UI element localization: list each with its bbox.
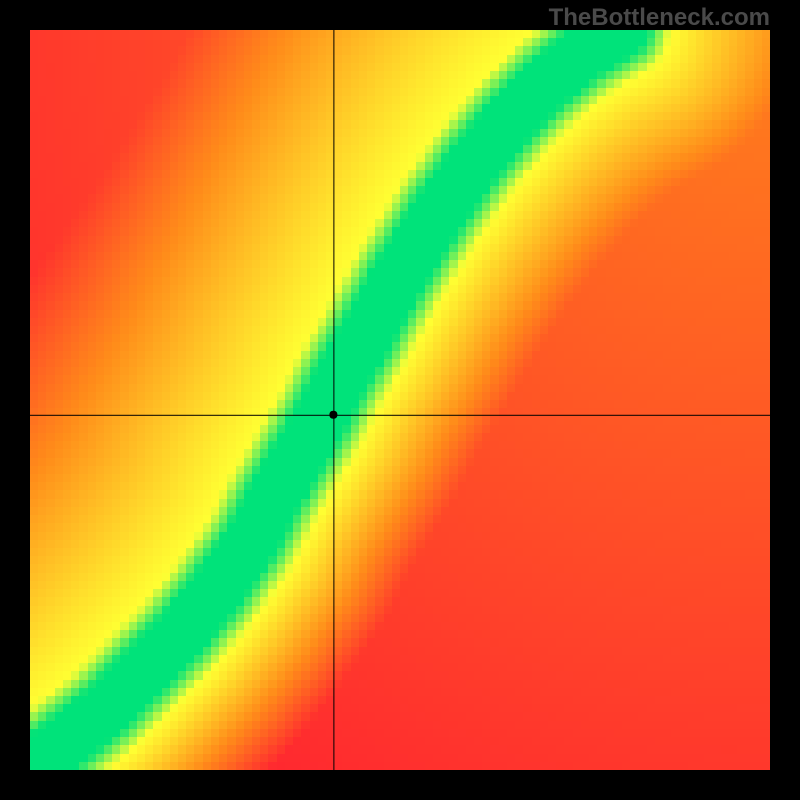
watermark-text: TheBottleneck.com bbox=[549, 4, 770, 32]
bottleneck-heatmap bbox=[30, 30, 770, 770]
chart-container: TheBottleneck.com bbox=[0, 0, 800, 800]
